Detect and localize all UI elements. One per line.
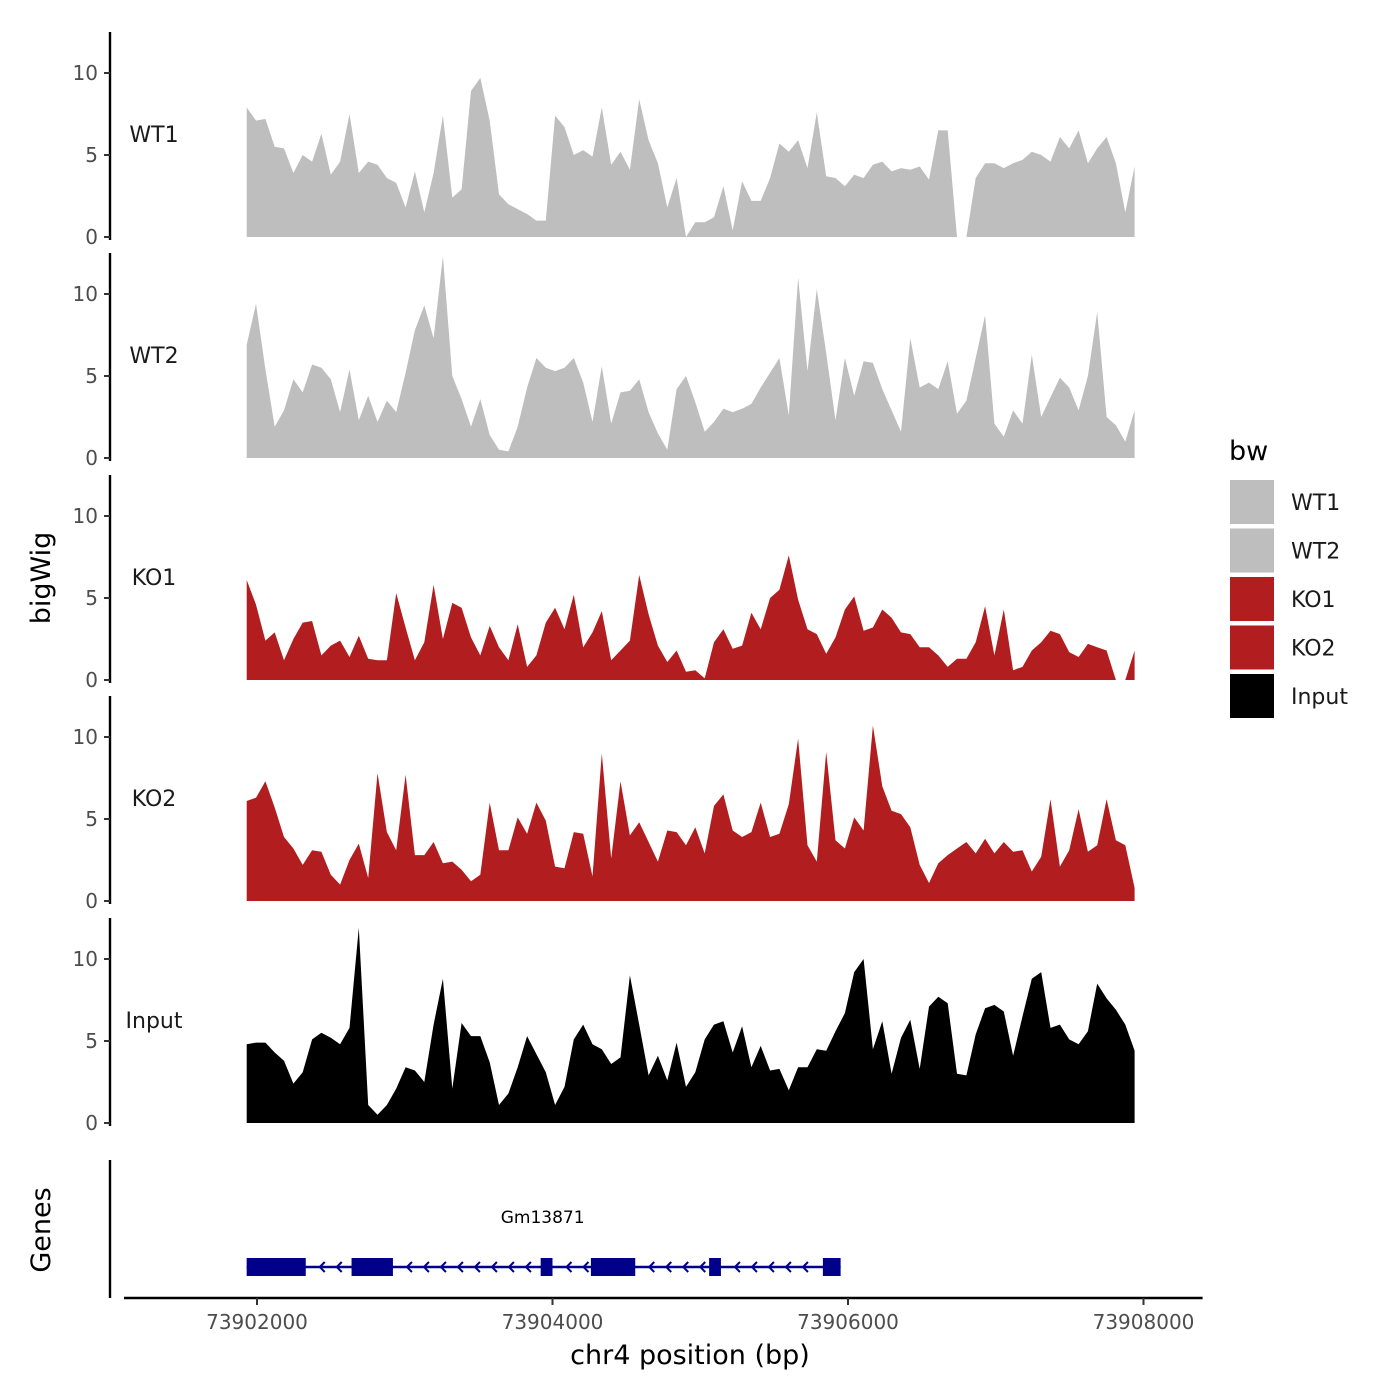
legend-item-wt1: WT1 <box>1230 480 1340 524</box>
strand-arrow <box>473 1261 481 1273</box>
strand-arrow <box>664 1261 672 1273</box>
track-ko2: 0 5 10 KO2 <box>73 696 1135 913</box>
y-tick-label: 10 <box>73 504 98 528</box>
signal-area-input <box>246 927 1135 1123</box>
legend-title: bw <box>1229 436 1268 467</box>
genes-track: Gm13871 <box>108 1160 841 1298</box>
y-tick-label: 5 <box>85 143 98 167</box>
legend-swatch <box>1230 625 1274 670</box>
x-tick-label: 73908000 <box>1093 1310 1195 1334</box>
strand-arrow <box>784 1261 792 1273</box>
strand-arrow <box>318 1261 326 1273</box>
strand-arrow <box>801 1261 809 1273</box>
legend-item-ko1: KO1 <box>1230 577 1336 621</box>
legend-label: KO1 <box>1291 588 1336 613</box>
y-tick-label: 0 <box>85 889 98 913</box>
exon <box>540 1258 553 1276</box>
track-label: WT1 <box>129 123 178 148</box>
legend-label: KO2 <box>1291 637 1336 662</box>
track-label: KO2 <box>132 787 177 812</box>
track-ko1: 0 5 10 KO1 <box>73 475 1135 692</box>
strand-arrow <box>422 1261 430 1273</box>
legend-swatch <box>1230 528 1274 573</box>
strand-arrow <box>456 1261 464 1273</box>
signal-area-ko1 <box>246 555 1135 680</box>
strand-arrow <box>750 1261 758 1273</box>
strand-arrow <box>582 1261 590 1273</box>
legend-label: WT2 <box>1291 540 1340 565</box>
y-tick-label: 10 <box>73 725 98 749</box>
signal-area-ko2 <box>246 725 1135 901</box>
track-wt2: 0 5 10 WT2 <box>73 253 1135 470</box>
exon <box>351 1258 393 1276</box>
y-tick-label: 10 <box>73 282 98 306</box>
y-tick-label: 10 <box>73 947 98 971</box>
y-tick-label: 5 <box>85 364 98 388</box>
legend-label: WT1 <box>1291 491 1340 516</box>
x-tick-label: 73902000 <box>206 1310 308 1334</box>
exon <box>709 1258 721 1276</box>
y-tick-label: 0 <box>85 225 98 249</box>
y-tick-label: 5 <box>85 807 98 831</box>
track-label: WT2 <box>129 344 178 369</box>
exon <box>822 1258 841 1276</box>
strand-arrow <box>507 1261 515 1273</box>
gene-name: Gm13871 <box>501 1208 585 1228</box>
signal-area-wt1 <box>246 77 1135 238</box>
strand-arrow <box>767 1261 775 1273</box>
y-tick-label: 5 <box>85 1029 98 1053</box>
legend-item-ko2: KO2 <box>1230 625 1336 670</box>
track-label: Input <box>126 1009 183 1034</box>
exon <box>590 1258 636 1276</box>
strand-arrow <box>681 1261 689 1273</box>
y-tick-label: 5 <box>85 586 98 610</box>
x-tick-label: 73906000 <box>797 1310 899 1334</box>
legend: bw WT1 WT2 KO1 KO2 Input <box>1229 436 1348 718</box>
track-wt1: 0 5 10 WT1 <box>73 32 1135 249</box>
gene-model: Gm13871 <box>246 1208 841 1276</box>
signal-area-wt2 <box>246 256 1135 458</box>
strand-arrow <box>524 1261 532 1273</box>
legend-swatch <box>1230 577 1274 621</box>
x-tick-label: 73904000 <box>502 1310 604 1334</box>
strand-arrow <box>405 1261 413 1273</box>
strand-arrow <box>439 1261 447 1273</box>
y-tick-label: 0 <box>85 1111 98 1135</box>
strand-arrow <box>335 1261 343 1273</box>
legend-label: Input <box>1291 685 1348 710</box>
genes-axis-title: Genes <box>26 1187 57 1272</box>
strand-arrow <box>698 1261 706 1273</box>
track-input: 0 5 10 Input <box>73 918 1135 1135</box>
y-tick-label: 0 <box>85 446 98 470</box>
y-tick-label: 0 <box>85 668 98 692</box>
legend-item-input: Input <box>1230 674 1348 718</box>
y-axis-title: bigWig <box>26 532 57 625</box>
exon <box>246 1258 306 1276</box>
legend-swatch <box>1230 674 1274 718</box>
track-label: KO1 <box>132 566 177 591</box>
strand-arrow <box>647 1261 655 1273</box>
y-tick-label: 10 <box>73 61 98 85</box>
bigwig-tracks: 0 5 10 WT1 0 5 10 WT2 0 5 10 KO1 0 5 10 KO2 0 5 10 Input <box>73 32 1135 1135</box>
x-axis-title: chr4 position (bp) <box>570 1340 810 1371</box>
legend-item-wt2: WT2 <box>1230 528 1340 573</box>
strand-arrow <box>733 1261 741 1273</box>
strand-arrow <box>565 1261 573 1273</box>
strand-arrow <box>490 1261 498 1273</box>
legend-swatch <box>1230 480 1274 524</box>
x-axis: 73902000 73904000 73906000 73908000 <box>124 1296 1203 1334</box>
